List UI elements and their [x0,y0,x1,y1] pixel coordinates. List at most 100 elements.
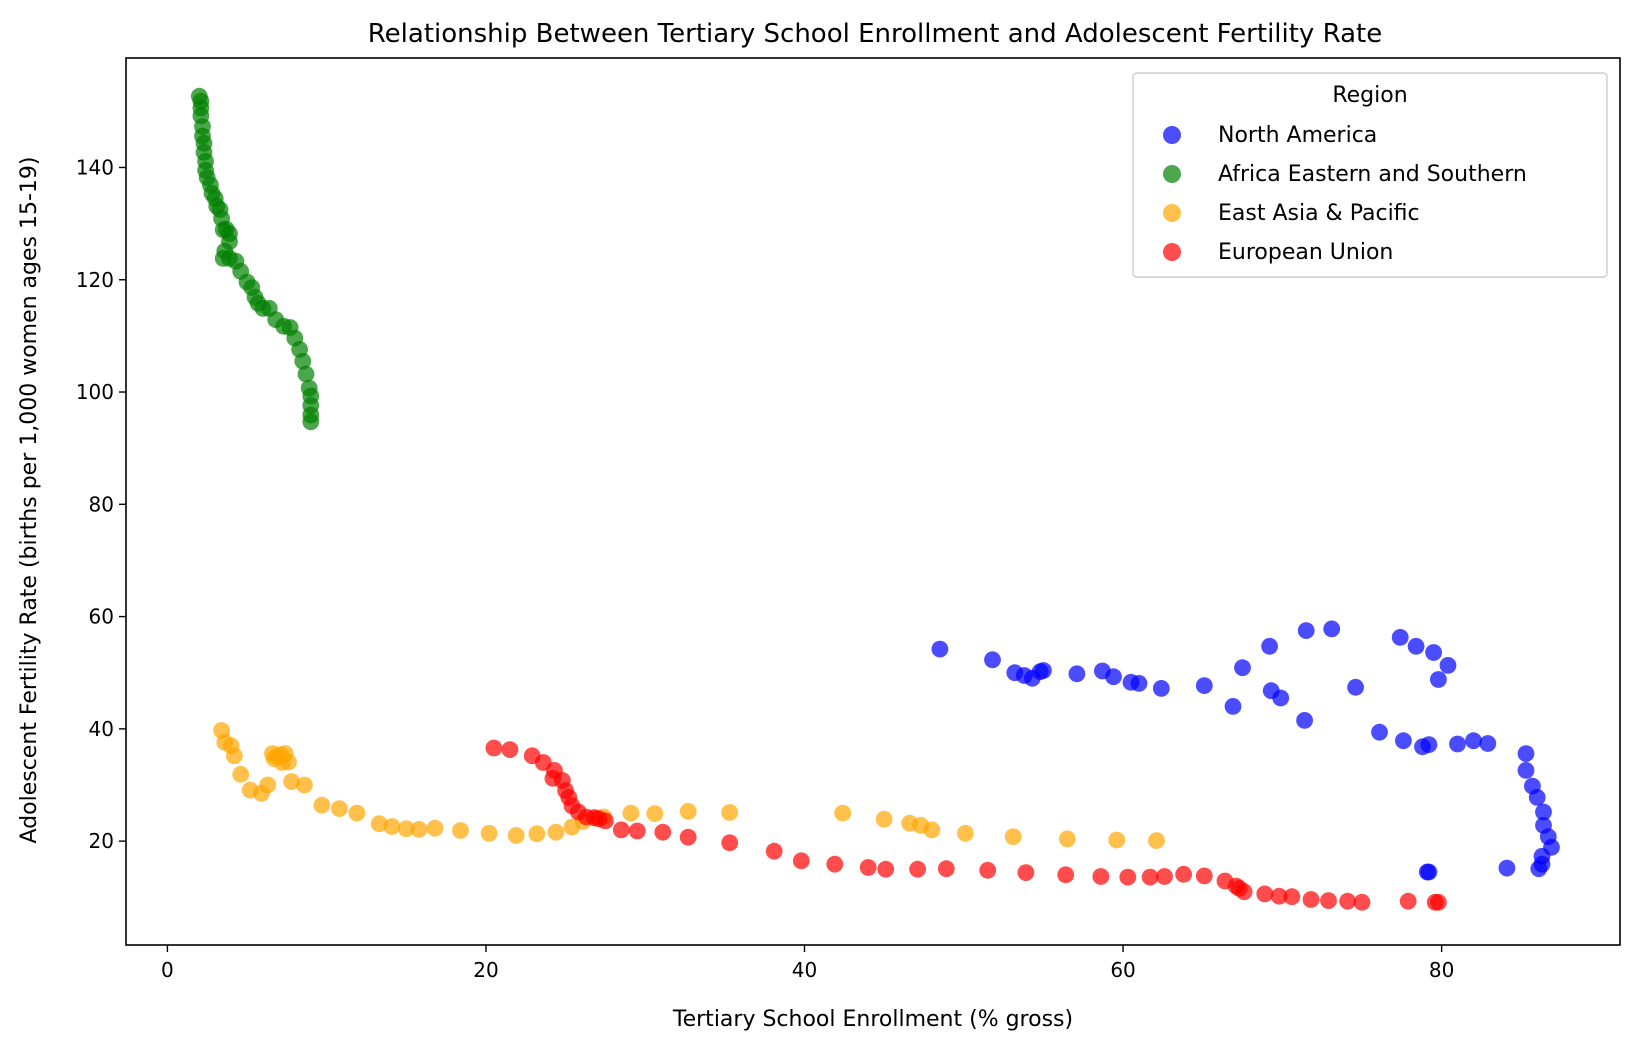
data-point [383,818,401,835]
data-point [1517,745,1535,762]
data-point [1283,888,1301,906]
series-european-union [485,739,1447,911]
data-point [1195,867,1213,885]
data-point [859,859,877,876]
data-point [348,804,366,822]
data-point [313,796,331,814]
data-point [1119,868,1137,886]
legend-marker-european-union [1163,243,1181,261]
points-layer [190,87,1560,911]
x-tick-label: 0 [161,958,174,982]
legend-box [1132,72,1608,278]
data-point [679,828,697,846]
data-point [1353,893,1371,911]
data-point [410,821,428,838]
data-point [1175,865,1192,883]
legend-item: European Union [1163,240,1393,265]
data-point [1528,789,1546,806]
data-point [1449,735,1466,753]
data-point [1068,665,1086,683]
data-point [283,773,300,790]
y-axis-ticks: 20 40 60 80 100 120 140 [76,155,126,853]
data-point [1017,864,1035,881]
data-point [826,855,844,873]
data-point [1479,735,1497,752]
data-point [544,769,562,787]
legend-marker-east-asia [1163,204,1181,222]
data-point [501,741,519,758]
y-tick-label: 80 [89,492,114,516]
x-axis-ticks: 0 20 40 60 80 [161,945,1454,982]
data-point [1465,732,1482,750]
data-point [679,803,697,820]
data-point [1108,831,1126,849]
data-point [1058,830,1076,848]
data-point [1156,868,1173,885]
data-point [1399,892,1417,910]
series-east-asia-pacific [213,722,1165,849]
y-tick-label: 20 [89,829,114,853]
data-point [1371,723,1388,741]
data-point [547,823,565,841]
legend-marker-africa [1163,165,1181,183]
data-point [370,815,388,833]
data-point [280,753,297,771]
data-point [984,651,1001,669]
data-point [1148,832,1165,849]
data-point [1272,689,1290,707]
data-point [485,739,503,757]
data-point [331,800,348,817]
data-point [1420,736,1438,753]
data-point [528,825,546,843]
data-point [877,860,895,878]
data-point [1261,637,1278,655]
data-point [302,413,320,431]
data-point [1320,892,1337,909]
data-point [654,823,672,841]
data-point [397,820,415,838]
data-point [923,821,941,839]
data-point [1425,644,1442,661]
data-point [1234,659,1251,677]
data-point [1439,657,1457,674]
y-tick-label: 60 [89,605,114,629]
data-point [1256,885,1274,903]
y-tick-label: 40 [89,717,114,741]
chart-title: Relationship Between Tertiary School Enr… [368,19,1382,49]
data-point [1195,677,1213,694]
legend-label-european-union: European Union [1218,240,1393,265]
data-point [979,861,997,879]
data-point [909,860,926,878]
data-point [1152,680,1170,697]
data-point [1270,887,1288,905]
data-point [296,776,313,794]
data-point [232,765,250,783]
x-tick-label: 20 [473,958,498,982]
data-point [1535,803,1552,821]
plot-frame [125,57,1621,946]
data-point [765,842,783,860]
legend-marker-north-america [1163,126,1181,144]
data-point [297,365,315,383]
data-point [931,640,949,658]
data-point [792,852,810,870]
data-point [426,819,444,837]
legend-item: Africa Eastern and Southern [1163,162,1527,187]
data-point [1057,866,1075,884]
data-point [1092,868,1110,885]
data-point [597,812,614,830]
data-point [1430,893,1447,911]
data-point [622,804,640,822]
legend-item: North America [1163,123,1377,148]
data-point [1224,698,1242,715]
data-point [1407,637,1425,655]
data-point [1302,891,1320,908]
data-point [294,352,312,370]
data-point [1395,732,1412,750]
data-point [646,805,664,822]
data-point [1035,662,1052,679]
series-africa-eastern-and-southern [190,87,320,431]
data-point [452,822,469,839]
data-point [480,824,498,842]
